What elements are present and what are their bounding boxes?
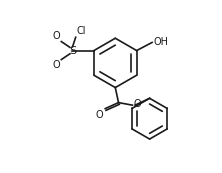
Text: O: O	[53, 60, 60, 70]
Text: Cl: Cl	[76, 26, 86, 36]
Text: OH: OH	[153, 37, 168, 47]
Text: O: O	[96, 110, 103, 120]
Text: O: O	[53, 31, 60, 41]
Text: S: S	[69, 45, 76, 56]
Text: O: O	[133, 99, 141, 109]
